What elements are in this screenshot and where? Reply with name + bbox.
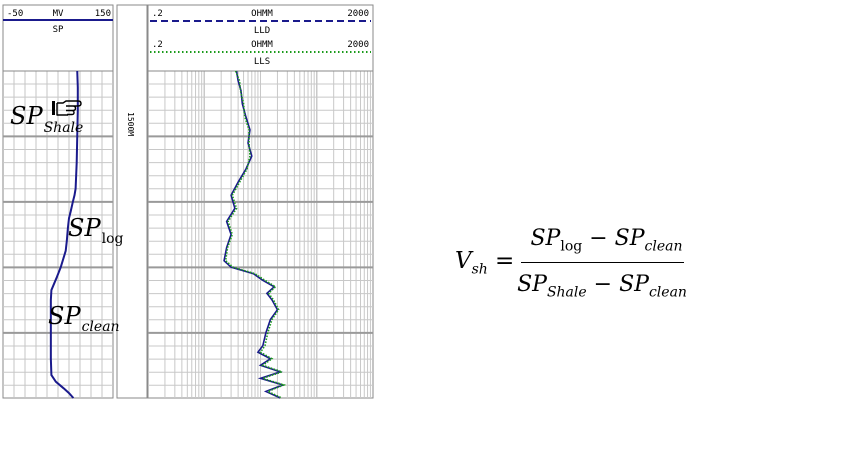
depth-track: 1500M (116, 4, 148, 399)
lls-curve-name: LLS (254, 57, 270, 67)
vsh-equation: Vsh = SPlog − SPclean SPShale − SPclean (455, 222, 705, 312)
sp-scale-left: -50 (7, 9, 23, 19)
equation-lhs: Vsh (455, 248, 488, 278)
pointing-hand-icon (52, 100, 82, 116)
lld-curve-name: LLD (254, 26, 270, 36)
sp-track: -50 MV 150 SP (2, 4, 114, 399)
sp-annotations: SPShale SPlog SPclean (10, 100, 124, 335)
sp-clean-label: SPclean (48, 302, 120, 335)
equation-equals: = (495, 248, 515, 274)
sp-curve (49, 70, 79, 399)
lls-scale-left: .2 (152, 40, 163, 50)
equation-numerator: SPlog − SPclean (530, 226, 683, 255)
lld-scale-left: .2 (152, 9, 163, 19)
sp-scale-right: 150 (95, 9, 111, 19)
resistivity-track: .2 OHMM 2000 LLD .2 OHMM 2000 LLS (147, 4, 374, 399)
lls-unit: OHMM (251, 40, 273, 50)
lld-unit: OHMM (251, 9, 273, 19)
sp-curve-name: SP (53, 25, 64, 35)
lls-curve (224, 70, 287, 399)
sp-log-label: SPlog (68, 214, 124, 247)
sp-shale-label: SPShale (10, 102, 83, 136)
lld-scale-right: 2000 (347, 9, 369, 19)
fraction-bar (521, 262, 684, 263)
lls-scale-right: 2000 (347, 40, 369, 50)
sp-unit: MV (53, 9, 64, 19)
depth-label: 1500M (126, 112, 135, 136)
equation-denominator: SPShale − SPclean (517, 272, 687, 301)
